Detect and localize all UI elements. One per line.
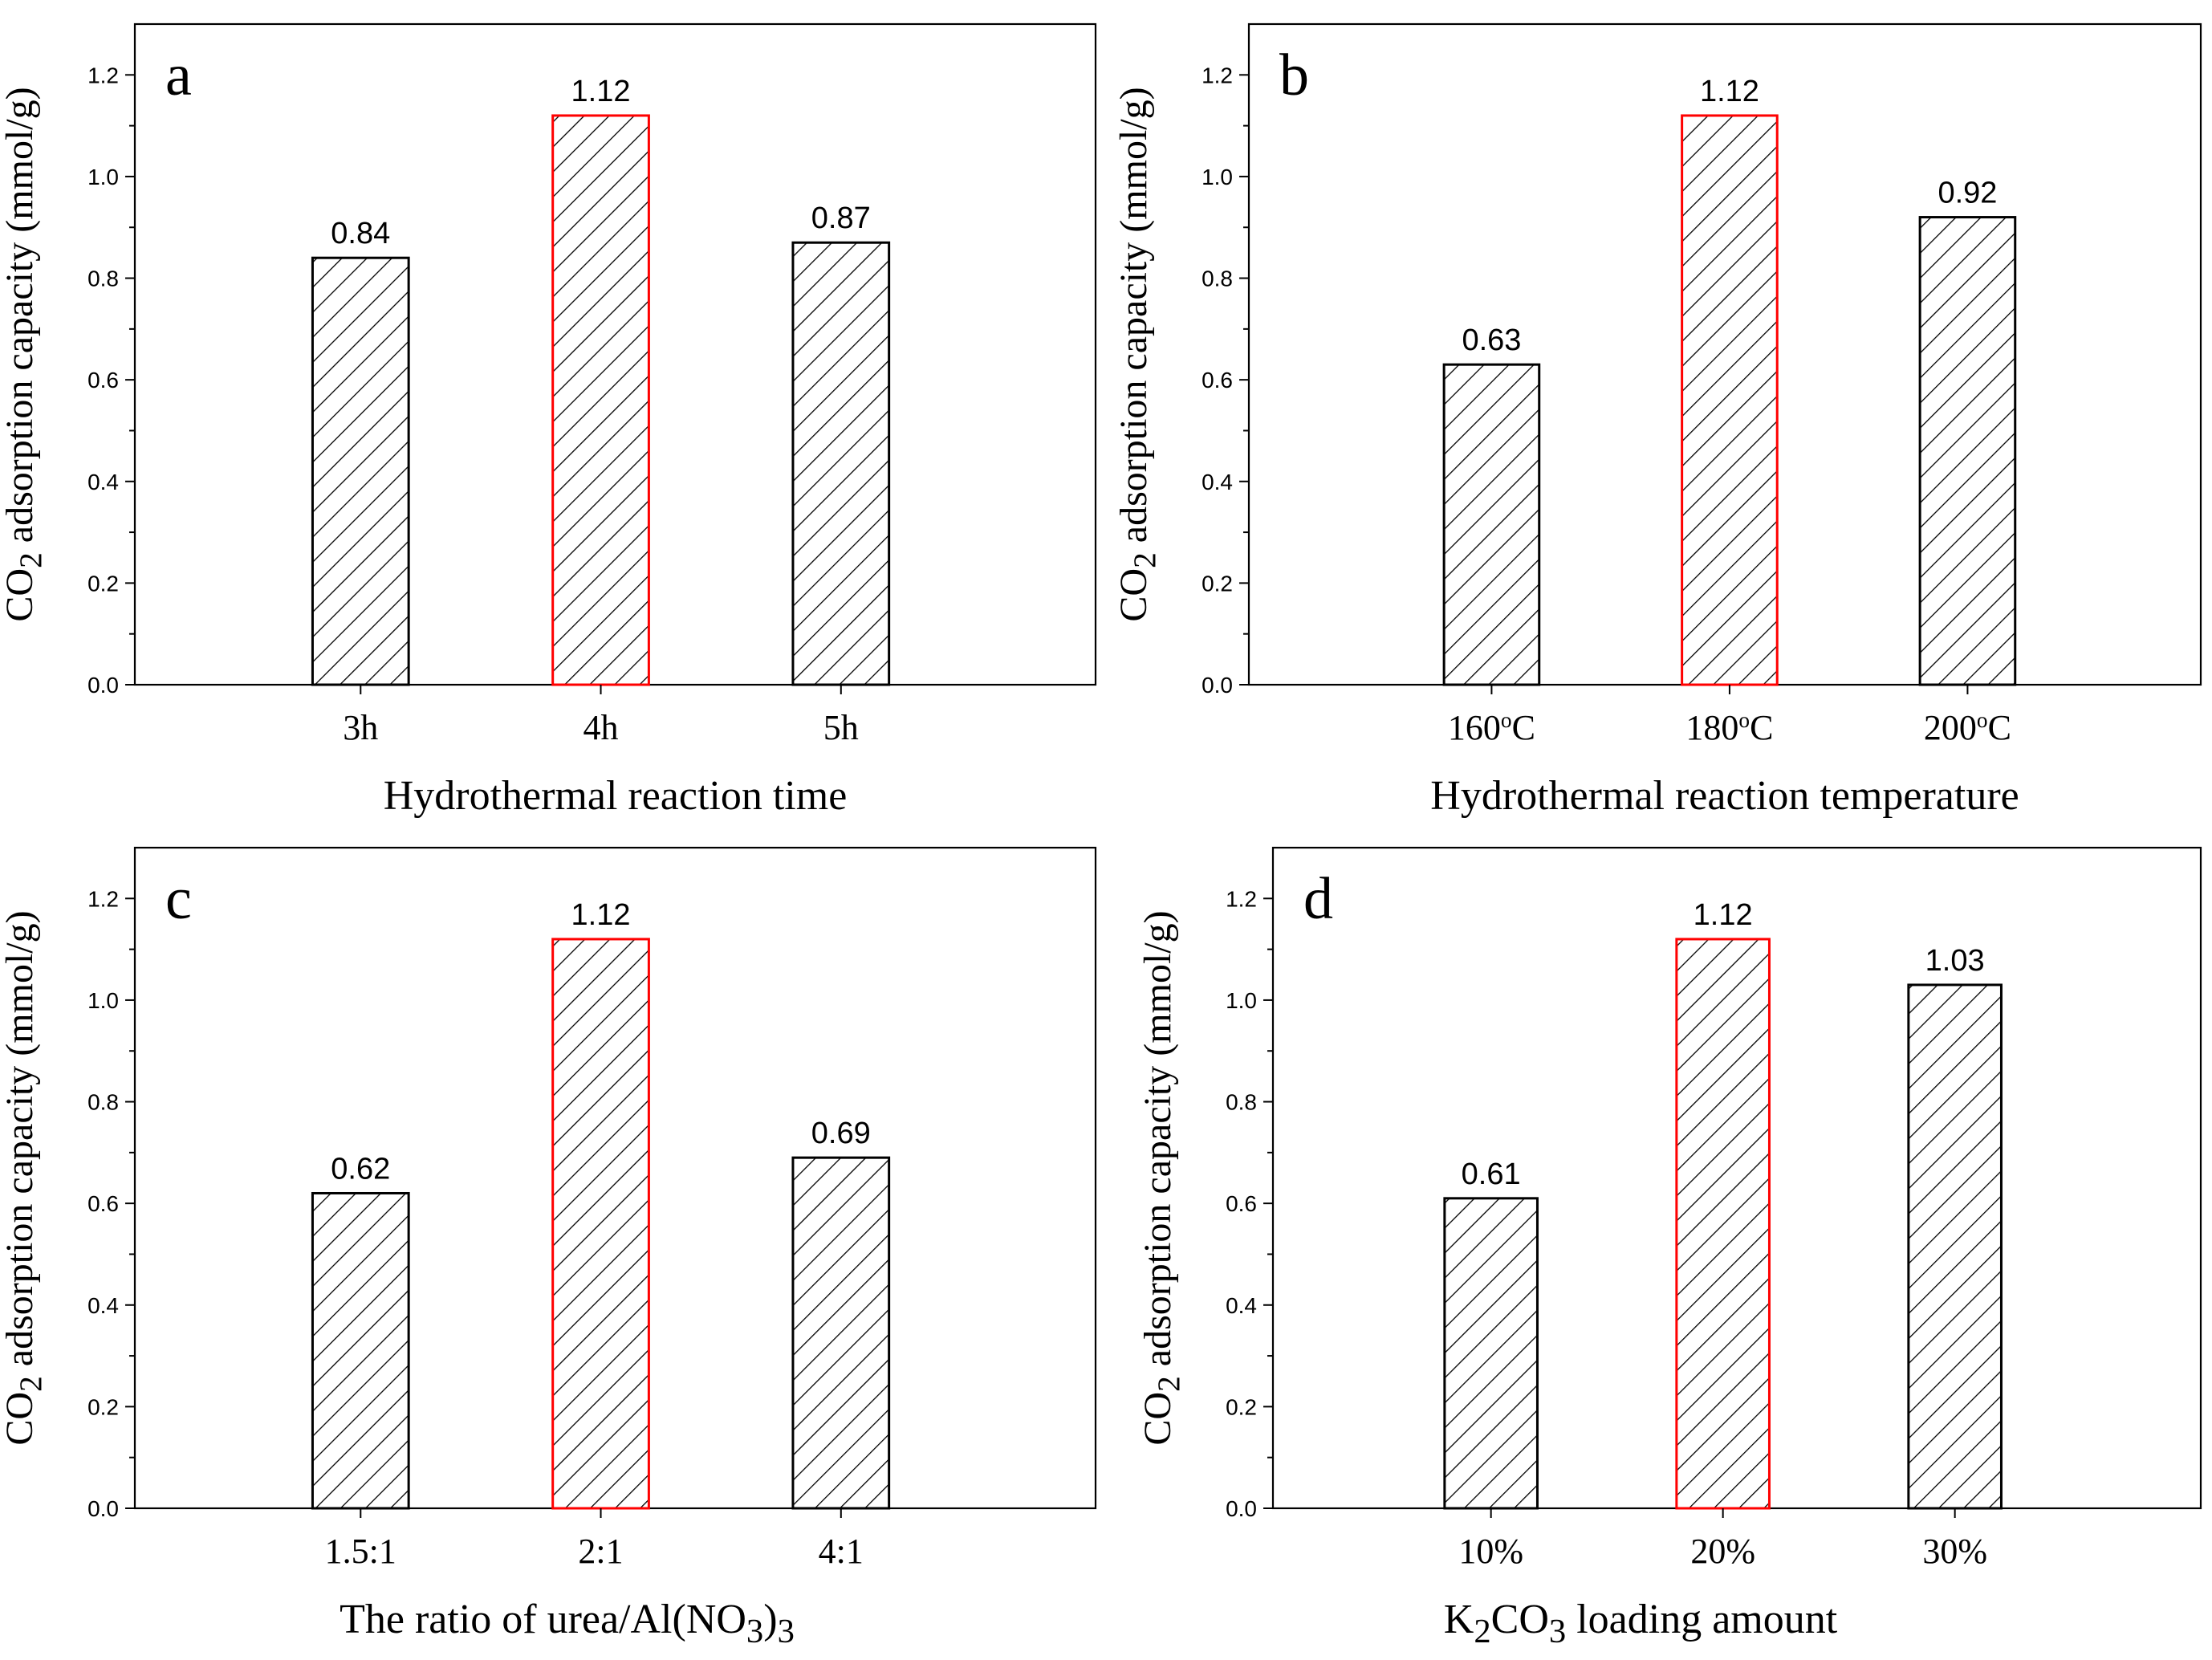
x-tick-label: 10%	[1458, 1532, 1523, 1571]
panel-letter: b	[1279, 43, 1309, 108]
chart-panel-c: 0.0 0.2 0.4 0.6 0.8 1.0 1.2 0.62 1.5:1 1.12 2:1 0.6…	[0, 846, 1097, 1650]
bar-b-3	[1918, 216, 2017, 686]
x-axis-title: Hydrothermal reaction time	[384, 773, 848, 819]
y-tick-label: 0.2	[87, 1394, 119, 1419]
y-tick-label: 0.8	[1226, 1090, 1257, 1115]
y-tick-label: 1.0	[1226, 988, 1257, 1013]
bar-a-1	[311, 256, 410, 686]
value-label: 0.84	[331, 217, 390, 250]
value-label: 0.69	[811, 1117, 871, 1150]
value-label: 0.62	[331, 1152, 390, 1186]
value-label: 1.03	[1925, 944, 1985, 978]
y-tick-label: 0.4	[1226, 1293, 1257, 1318]
bar-a-3	[791, 241, 891, 686]
y-axis-title: CO2 adsorption capacity (mmol/g)	[1112, 87, 1162, 621]
chart-panel-b: 0.0 0.2 0.4 0.6 0.8 1.0 1.2 0.63 160oC 1.12 180oC 0…	[1112, 22, 2202, 819]
value-label: 0.92	[1938, 177, 1997, 210]
bar-d-3	[1907, 983, 2003, 1510]
value-label: 0.63	[1462, 323, 1521, 357]
y-tick-label: 0.6	[87, 368, 119, 393]
panel-letter: a	[165, 43, 192, 108]
bar-b-2	[1681, 114, 1779, 686]
bar-c-1	[311, 1191, 410, 1510]
y-tick-label: 0.0	[87, 1496, 119, 1521]
y-tick-label: 0.8	[87, 1090, 119, 1115]
y-tick-label: 0.0	[1202, 673, 1233, 698]
y-tick-label: 1.0	[87, 165, 119, 189]
y-tick-label: 1.2	[1226, 886, 1257, 911]
y-tick-label: 0.4	[87, 1293, 119, 1318]
y-tick-label: 1.0	[87, 988, 119, 1013]
bar-b-1	[1442, 363, 1541, 686]
y-tick-label: 0.8	[87, 266, 119, 291]
panel-letter: d	[1303, 866, 1333, 932]
y-tick-label: 0.6	[1202, 368, 1233, 393]
y-tick-label: 1.2	[87, 63, 119, 87]
x-tick-label: 4h	[583, 708, 619, 747]
y-tick-label: 0.4	[1202, 470, 1233, 494]
x-axis-title: K2CO3 loading amount	[1444, 1597, 1838, 1650]
y-tick-label: 0.0	[87, 673, 119, 698]
value-label: 1.12	[1700, 75, 1759, 108]
y-tick-label: 1.2	[87, 886, 119, 911]
x-tick-label: 160oC	[1448, 708, 1535, 747]
x-axis-title: The ratio of urea/Al(NO3)3	[340, 1597, 795, 1650]
bar-c-3	[791, 1156, 891, 1510]
bar-d-2	[1675, 938, 1771, 1510]
y-tick-label: 1.0	[1202, 165, 1233, 189]
chart-panel-a: 0.0 0.2 0.4 0.6 0.8 1.0 1.2 0.84 3h 1.12 4h 0.87 5h H…	[0, 22, 1097, 819]
value-label: 1.12	[571, 898, 631, 932]
x-tick-label: 2:1	[578, 1532, 623, 1571]
x-tick-label: 3h	[343, 708, 378, 747]
bar-d-1	[1443, 1197, 1539, 1510]
x-tick-label: 5h	[823, 708, 859, 747]
y-axis-title: CO2 adsorption capacity (mmol/g)	[0, 910, 48, 1445]
value-label: 0.87	[811, 201, 871, 235]
x-tick-label: 1.5:1	[325, 1532, 396, 1571]
value-label: 0.61	[1462, 1158, 1521, 1191]
bar-a-2	[551, 114, 650, 686]
panel-letter: c	[165, 866, 192, 932]
y-tick-label: 1.2	[1202, 63, 1233, 87]
value-label: 1.12	[571, 75, 631, 108]
y-axis-title: CO2 adsorption capacity (mmol/g)	[1136, 910, 1186, 1445]
panels: 0.0 0.2 0.4 0.6 0.8 1.0 1.2 0.84 3h 1.12 4h 0.87 5h H…	[0, 22, 2202, 1650]
y-tick-label: 0.4	[87, 470, 119, 494]
x-tick-label: 180oC	[1685, 708, 1773, 747]
x-tick-label: 30%	[1922, 1532, 1987, 1571]
x-tick-label: 200oC	[1924, 708, 2011, 747]
y-tick-label: 0.8	[1202, 266, 1233, 291]
y-tick-label: 0.2	[1202, 571, 1233, 596]
bar-c-2	[551, 938, 650, 1510]
x-tick-label: 20%	[1690, 1532, 1755, 1571]
y-tick-label: 0.6	[87, 1191, 119, 1216]
y-tick-label: 0.2	[87, 571, 119, 596]
y-tick-label: 0.0	[1226, 1496, 1257, 1521]
x-tick-label: 4:1	[819, 1532, 864, 1571]
value-label: 1.12	[1694, 898, 1753, 932]
chart-panel-d: 0.0 0.2 0.4 0.6 0.8 1.0 1.2 0.61 10% 1.12 20% 1.03 3…	[1136, 846, 2202, 1650]
y-tick-label: 0.6	[1226, 1191, 1257, 1216]
y-axis-title: CO2 adsorption capacity (mmol/g)	[0, 87, 48, 621]
y-tick-label: 0.2	[1226, 1394, 1257, 1419]
x-axis-title: Hydrothermal reaction temperature	[1430, 773, 2019, 819]
